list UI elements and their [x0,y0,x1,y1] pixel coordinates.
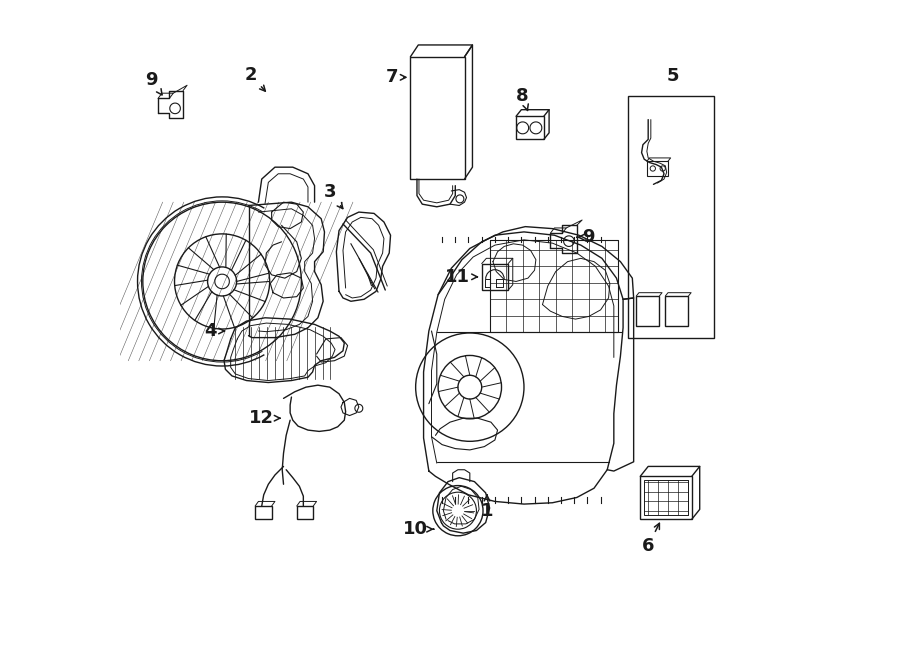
Bar [482,263,508,290]
Text: 11: 11 [446,268,477,286]
Bar [636,296,660,326]
Text: 1: 1 [481,495,493,520]
Text: 10: 10 [403,520,434,538]
Text: 8: 8 [517,87,529,111]
Text: 12: 12 [249,409,280,427]
Bar [644,481,688,515]
Bar [297,506,313,519]
Bar [628,97,715,338]
Bar [410,57,464,179]
Text: 3: 3 [323,183,343,209]
Text: 2: 2 [244,66,266,91]
Bar [516,117,544,140]
Bar [647,162,668,175]
Text: 4: 4 [204,322,224,340]
Bar [665,296,688,326]
Bar [640,477,692,519]
Bar [255,506,272,519]
Text: 9: 9 [145,71,162,95]
Text: 7: 7 [385,68,406,86]
Text: 5: 5 [667,68,680,85]
Text: 6: 6 [642,523,660,555]
Text: 9: 9 [577,228,595,246]
